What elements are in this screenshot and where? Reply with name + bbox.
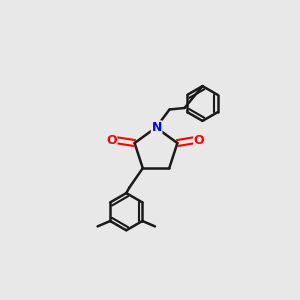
- Text: O: O: [194, 134, 204, 146]
- Text: O: O: [106, 134, 117, 146]
- Text: N: N: [152, 121, 162, 134]
